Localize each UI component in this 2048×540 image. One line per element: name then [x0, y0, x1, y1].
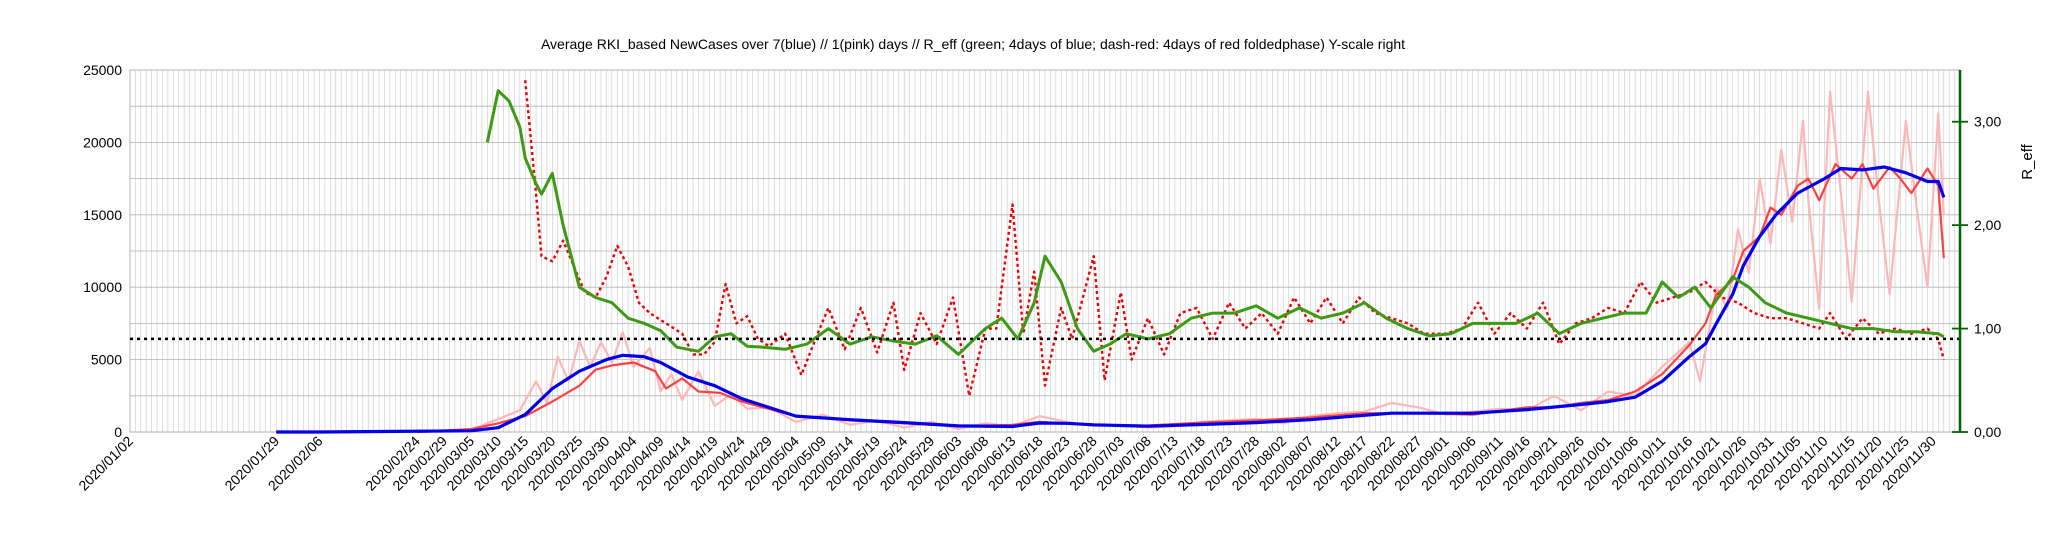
- series-layer: [130, 80, 1960, 434]
- y-tick-left: 10000: [83, 279, 122, 295]
- y-tick-left: 0: [114, 424, 122, 440]
- y-tick-left: 20000: [83, 134, 122, 150]
- y-axis-right-label: R_eff: [2019, 143, 2036, 179]
- y-tick-left: 5000: [91, 352, 122, 368]
- y-tick-right: 1,00: [1974, 321, 2001, 337]
- y-tick-right: 3,00: [1974, 114, 2001, 130]
- series-line-dash-red: [524, 80, 1945, 397]
- y-tick-right: 2,00: [1974, 217, 2001, 233]
- y-tick-right: 0,00: [1974, 424, 2001, 440]
- y-tick-left: 15000: [83, 207, 122, 223]
- chart-title: Average RKI_based NewCases over 7(blue) …: [541, 36, 1405, 52]
- series-line-blue: [276, 165, 1946, 434]
- y-tick-left: 25000: [83, 62, 122, 78]
